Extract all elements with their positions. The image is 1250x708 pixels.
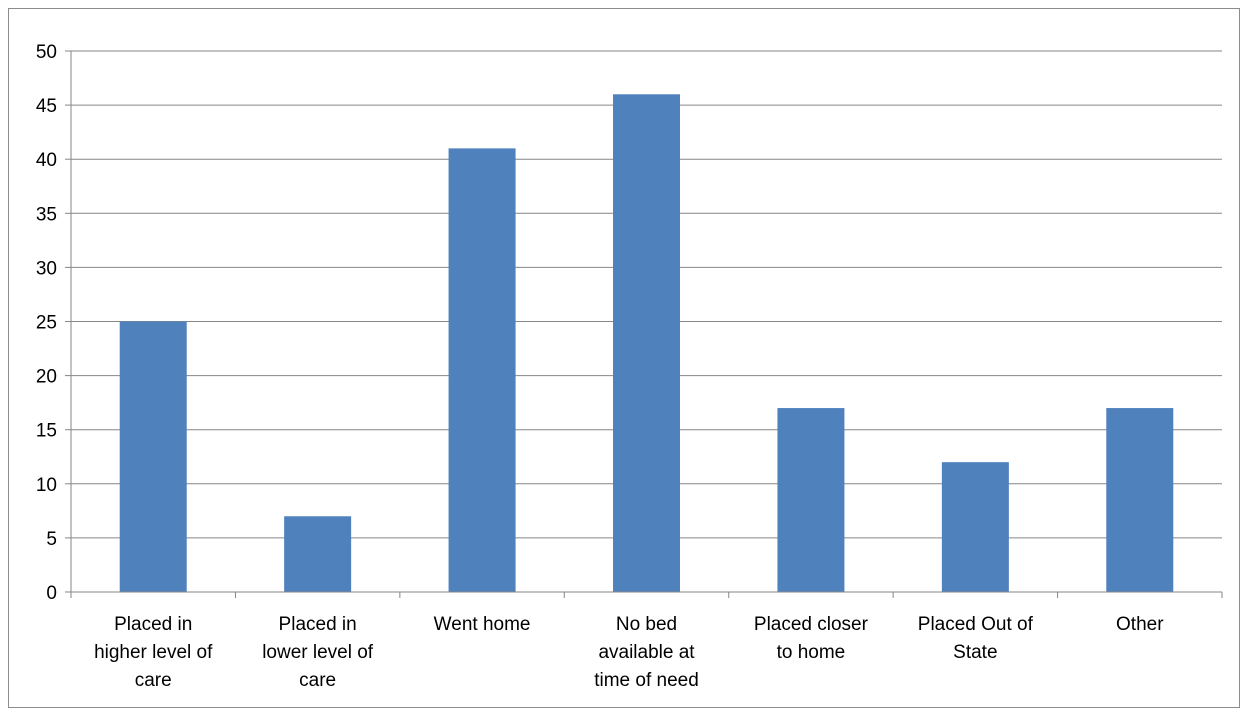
x-tick-label-line: Placed Out of [918, 614, 1034, 635]
x-tick-label-line: care [299, 670, 336, 691]
y-tick-label: 30 [36, 258, 57, 279]
y-tick-label: 50 [36, 42, 57, 63]
bar [777, 408, 845, 592]
x-tick-label-line: No bed [616, 614, 677, 635]
y-tick-label: 0 [46, 583, 57, 604]
x-tick-label-line: State [953, 642, 997, 663]
labels: 0 5 10 15 20 25 30 35 40 45 50 Placed in higher leve… [36, 42, 1164, 691]
x-tick-label-line: Other [1116, 614, 1164, 635]
y-tick-label: 15 [36, 421, 57, 442]
x-tick-label: Placed in higher level of care [94, 614, 213, 691]
bar [613, 94, 680, 592]
bar [1106, 408, 1174, 592]
x-tick-label: Placed closer to home [754, 614, 869, 663]
y-tick-label: 10 [36, 475, 57, 496]
x-tick-label: Placed in lower level of care [262, 614, 374, 691]
y-tick-label: 25 [36, 313, 57, 334]
y-tick-label: 5 [46, 529, 57, 550]
bars [119, 94, 1174, 592]
bar [448, 148, 516, 592]
x-tick-label-line: to home [777, 642, 846, 663]
x-tick-label: Placed Out of State [918, 614, 1034, 663]
bar [941, 462, 1009, 592]
x-tick-label-line: Placed in [279, 614, 357, 635]
y-tick-label: 35 [36, 204, 57, 225]
y-tick-label: 45 [36, 96, 57, 117]
y-tick-label: 40 [36, 150, 57, 171]
x-tick-label-line: available at [598, 642, 695, 663]
x-tick-label-line: Went home [434, 614, 531, 635]
x-tick-label-line: time of need [594, 670, 699, 691]
x-tick-label-line: care [135, 670, 172, 691]
x-tick-label: No bed available at time of need [594, 614, 699, 691]
x-tick-label-line: Placed closer [754, 614, 869, 635]
y-tick-label: 20 [36, 367, 57, 388]
bar [119, 321, 187, 592]
x-tick-label: Went home [434, 614, 531, 635]
axes [65, 50, 1223, 598]
bar [284, 516, 352, 592]
x-tick-label: Other [1116, 614, 1164, 635]
x-tick-label-line: lower level of [262, 642, 374, 663]
x-tick-label-line: higher level of [94, 642, 213, 663]
x-tick-label-line: Placed in [114, 614, 192, 635]
